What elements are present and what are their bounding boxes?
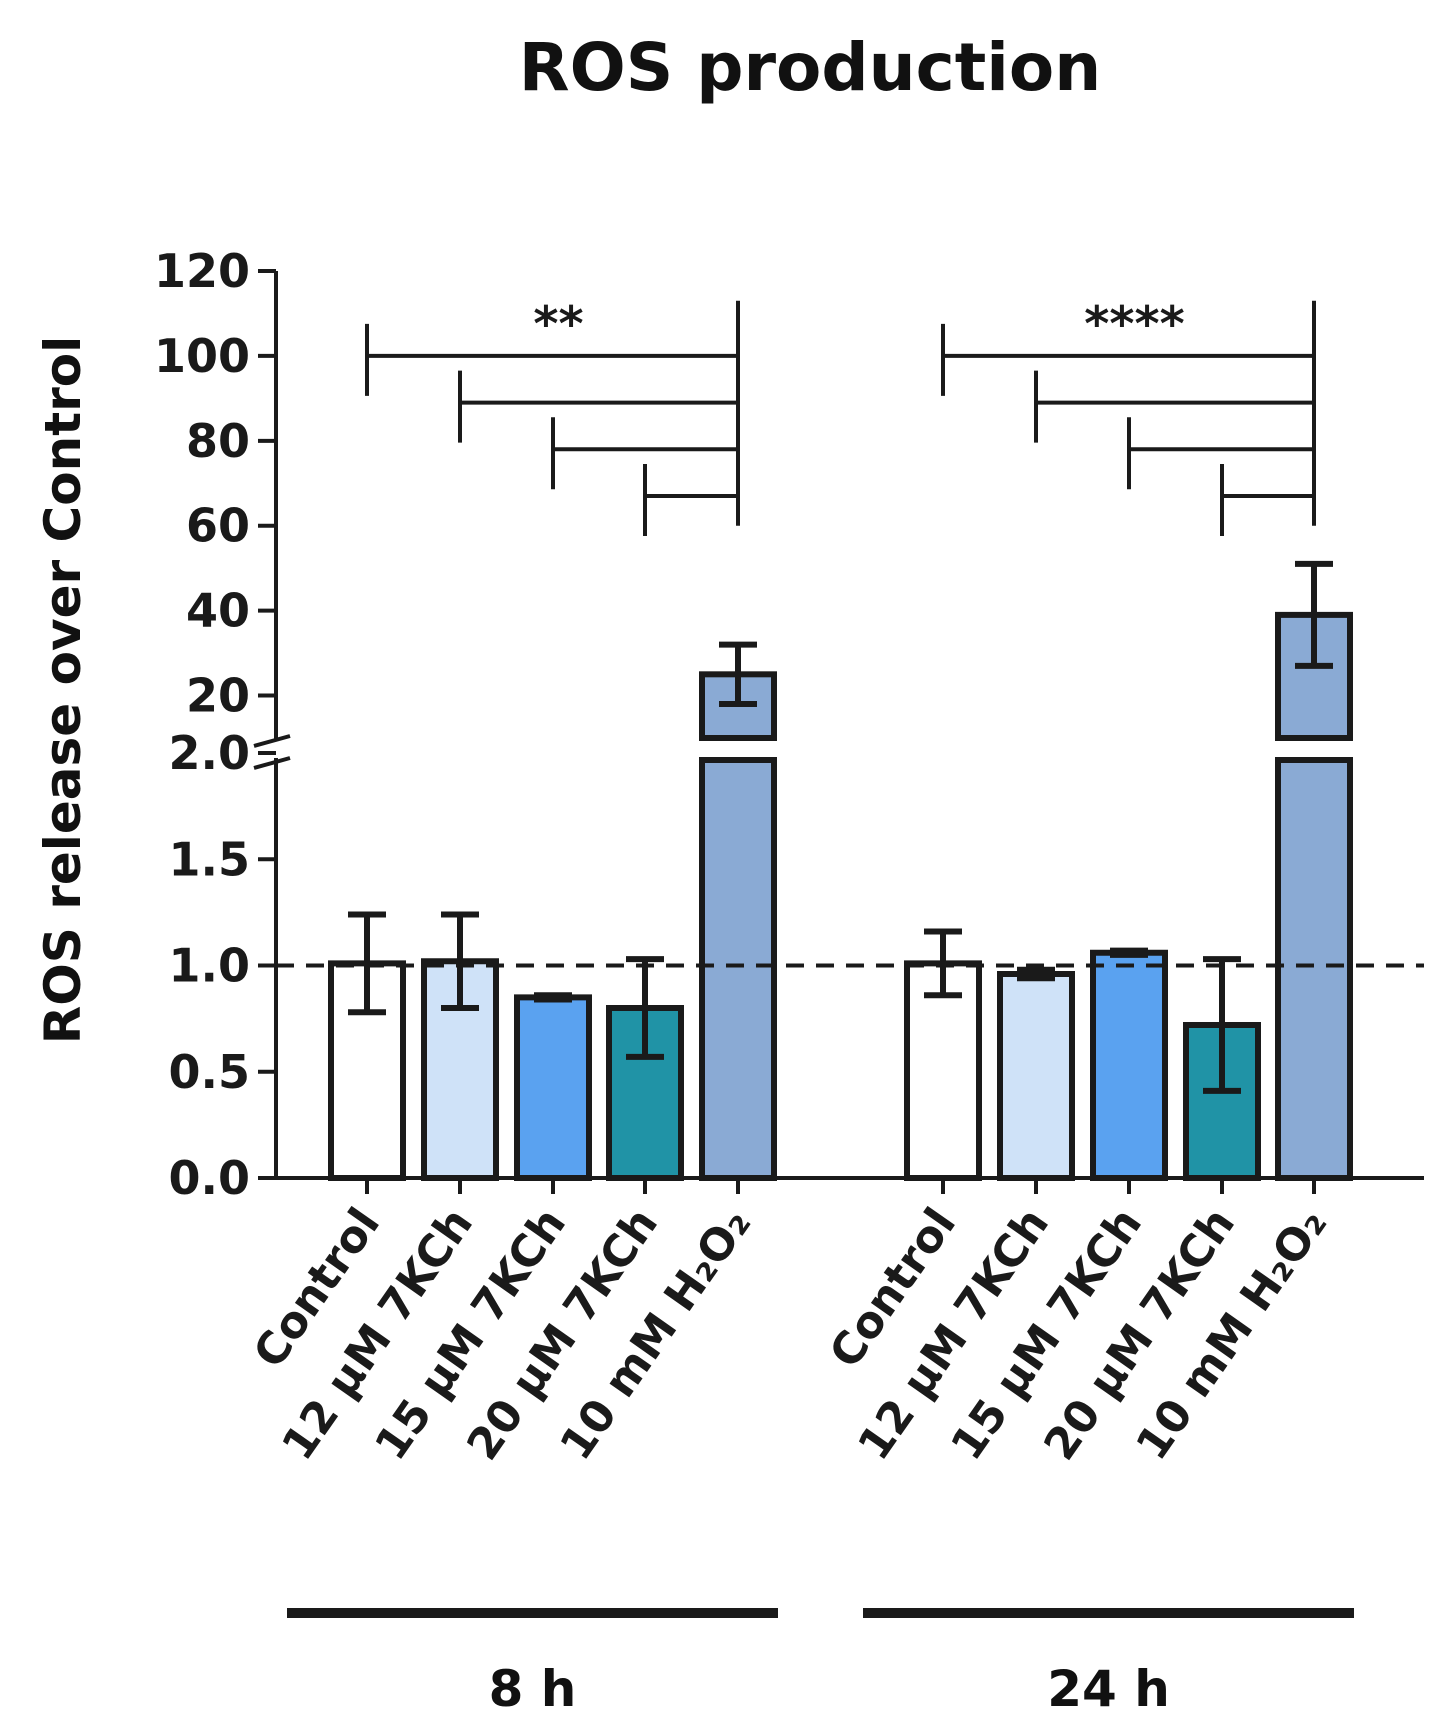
bar-lower-1-4: [1275, 757, 1353, 1181]
y-ticks-layer: 0.0 0.5 1.0 1.5 2.020 40 60 80 100 120: [154, 244, 276, 1205]
y-tick-label-upper-5: 120: [154, 244, 250, 298]
y-tick-label-lower-0: 0.0: [169, 1151, 251, 1205]
axes-layer: [253, 271, 1424, 1180]
y-tick-label-lower-3: 1.5: [169, 832, 251, 886]
significance-layer: ** ****: [365, 297, 1316, 537]
axis-break-mark-bottom: [253, 756, 291, 770]
y-axis-label: ROS release over Control: [34, 336, 92, 1044]
error-bars-layer: [348, 560, 1333, 1094]
y-tick-label-upper-3: 80: [186, 414, 250, 468]
significance-label-0: **: [533, 297, 583, 353]
group-label-1: 24 h: [1047, 1660, 1170, 1718]
bar-0-2: [514, 994, 592, 1181]
bar-1-2: [1090, 949, 1168, 1181]
y-tick-label-upper-4: 100: [154, 329, 250, 383]
y-tick-label-upper-2: 60: [186, 499, 250, 553]
axis-break-mark-top: [253, 734, 291, 748]
bar-lower-0-4: [699, 757, 777, 1181]
y-tick-label-lower-2: 1.0: [169, 939, 251, 993]
y-tick-label-upper-0: 20: [186, 669, 250, 723]
chart-title: ROS production: [519, 29, 1101, 106]
y-tick-label-lower-1: 0.5: [169, 1045, 251, 1099]
group-labels-layer: 8 h 24 h: [287, 1608, 1354, 1718]
bar-1-1: [997, 971, 1075, 1181]
y-tick-label-upper-1: 40: [186, 584, 250, 638]
bars-layer: [328, 611, 1353, 1181]
y-tick-label-lower-4: 2.0: [169, 726, 251, 780]
group-label-0: 8 h: [489, 1660, 577, 1718]
significance-label-1: ****: [1084, 297, 1184, 353]
